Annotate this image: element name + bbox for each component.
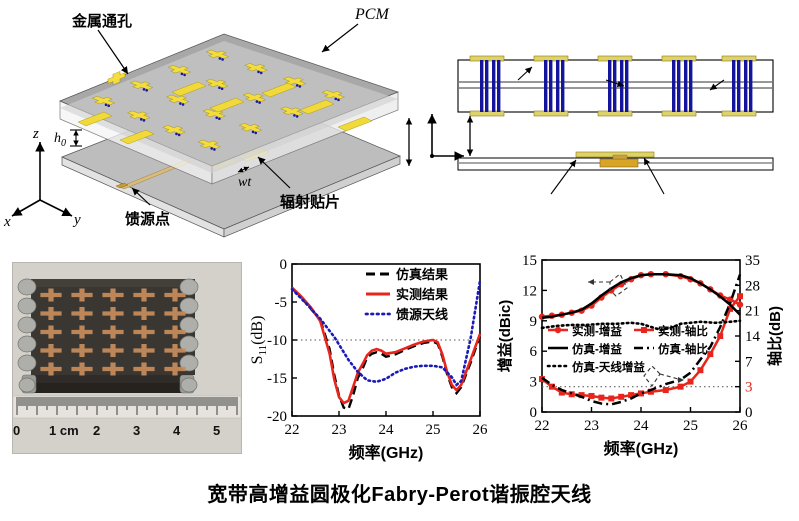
chart-gain-axial-ratio: 22 23 24 25 26 0 3 6 9 12 15 0 3 7 14 21 28 35 实测-增益 实测-轴比仿… bbox=[492, 252, 792, 464]
label-h0: h0 bbox=[54, 131, 66, 149]
gain-legend-label: 实测-增益 bbox=[572, 324, 622, 338]
s11-legend-label: 仿真结果 bbox=[396, 267, 448, 282]
axes-isometric bbox=[11, 142, 73, 217]
panel-3d-exploded-view: z x y 金属通孔 PCM h0 wt 馈源点 辐射贴片 bbox=[0, 0, 430, 248]
wt-dimension bbox=[237, 166, 250, 173]
gain-xlabel: 频率(GHz) bbox=[604, 439, 679, 458]
s11-ytick: -10 bbox=[267, 333, 287, 349]
gain-legend-label: 仿真-增益 bbox=[572, 342, 622, 356]
gain-xtick: 22 bbox=[535, 418, 550, 434]
axis-pointer-annotations bbox=[588, 273, 683, 387]
gain-ytick-right: 28 bbox=[745, 278, 760, 294]
gain-ytick-left: 9 bbox=[530, 314, 538, 330]
axis-x-dot bbox=[430, 154, 434, 158]
axis-y-label: y bbox=[72, 212, 81, 228]
axis-z-label: z bbox=[32, 126, 39, 142]
gain-ytick-left: 12 bbox=[522, 283, 537, 299]
label-radiating-patch: 辐射贴片 bbox=[280, 194, 341, 211]
gain-ylabel-right: 轴比(dB) bbox=[766, 306, 784, 366]
gain-xtick: 24 bbox=[634, 418, 650, 434]
side-leader-lines bbox=[517, 66, 725, 195]
gain-ytick-left: 15 bbox=[522, 253, 537, 269]
s11-xtick: 25 bbox=[426, 422, 441, 438]
label-pcm: PCM bbox=[355, 6, 389, 23]
label-wt: wt bbox=[238, 175, 252, 190]
gain-series-3 bbox=[541, 274, 742, 406]
gain-ytick-right: 21 bbox=[745, 304, 760, 320]
svg-text:4: 4 bbox=[173, 423, 181, 438]
s11-ytick: -15 bbox=[267, 371, 287, 387]
svg-text:0: 0 bbox=[13, 423, 20, 438]
leader-lines bbox=[97, 23, 359, 206]
s11-ytick: -5 bbox=[275, 295, 288, 311]
antenna-prototype bbox=[17, 278, 199, 394]
s11-ytick: 0 bbox=[280, 257, 288, 273]
pcm-unit-cells bbox=[92, 49, 345, 151]
gain-xtick: 26 bbox=[733, 418, 749, 434]
figure-caption: 宽带高增益圆极化Fabry-Perot谐振腔天线 bbox=[207, 484, 592, 506]
s11-xtick: 22 bbox=[285, 422, 300, 438]
gain-ytick-left: 0 bbox=[530, 405, 538, 421]
svg-text:5: 5 bbox=[213, 423, 220, 438]
gain-legend-label: 实测-轴比 bbox=[658, 324, 708, 338]
gain-ytick-right: 0 bbox=[745, 405, 753, 421]
s11-xtick: 24 bbox=[379, 422, 395, 438]
s11-xlabel: 频率(GHz) bbox=[349, 443, 424, 462]
ruler bbox=[13, 395, 241, 419]
s11-legend-label: 馈源天线 bbox=[396, 307, 448, 322]
s11-xtick: 23 bbox=[332, 422, 347, 438]
label-feed-point: 馈源点 bbox=[125, 211, 171, 228]
prototype-photo: 0 1 cm 2 3 4 5 bbox=[12, 262, 242, 454]
s11-series-2 bbox=[290, 279, 482, 387]
gain-series-4 bbox=[540, 319, 742, 332]
via-strips bbox=[77, 81, 373, 145]
via-groups bbox=[469, 55, 757, 117]
s11-plot: 22 23 24 25 26 0 -5 -10 -15 -20 仿真结果实测结果馈源天线频率(GHz… bbox=[249, 257, 489, 462]
photo-svg: 0 1 cm 2 3 4 5 bbox=[13, 263, 241, 453]
gain-legend-label: 仿真-轴比 bbox=[658, 342, 708, 356]
svg-text:3: 3 bbox=[133, 423, 140, 438]
chart-s11: 22 23 24 25 26 0 -5 -10 -15 -20 仿真结果实测结果馈源天线频率(GHz… bbox=[248, 256, 489, 464]
3d-view-svg: z x y bbox=[3, 23, 413, 238]
s11-ytick: -20 bbox=[267, 409, 287, 425]
gain-ytick-left: 3 bbox=[530, 375, 538, 391]
side-view-svg bbox=[427, 55, 774, 195]
svg-text:1 cm: 1 cm bbox=[49, 423, 79, 438]
gain-ylabel-left: 增益(dBic) bbox=[496, 300, 514, 373]
h0-dimension bbox=[70, 129, 82, 147]
gain-ytick-left: 6 bbox=[530, 344, 538, 360]
s11-ylabel: S11(dB) bbox=[249, 316, 269, 365]
svg-text:2: 2 bbox=[93, 423, 100, 438]
s11-legend-label: 实测结果 bbox=[396, 287, 448, 302]
gain-ytick-right: 7 bbox=[745, 354, 753, 370]
pcm-cross-array bbox=[40, 288, 186, 376]
gain-ytick-right: 35 bbox=[745, 253, 760, 269]
gain-series-2 bbox=[541, 272, 741, 320]
axes-side bbox=[427, 114, 464, 161]
axis-x-label: x bbox=[3, 214, 11, 230]
ruler-labels: 0 1 cm 2 3 4 5 bbox=[13, 423, 220, 438]
gain-xtick: 25 bbox=[683, 418, 698, 434]
s11-xtick: 26 bbox=[473, 422, 489, 438]
feed-board-cross-section bbox=[457, 151, 774, 171]
gain-xtick: 23 bbox=[584, 418, 599, 434]
gain-ytick-right: 14 bbox=[745, 329, 761, 345]
label-metal-via: 金属通孔 bbox=[72, 13, 133, 30]
panel-side-view: PCM 金属地板 金属通孔 金属地板 辐射贴片 h z x y bbox=[427, 18, 799, 250]
gain-legend-label: 仿真-天线增益 bbox=[572, 360, 645, 374]
gain-ytick-right: 3 bbox=[745, 380, 753, 396]
